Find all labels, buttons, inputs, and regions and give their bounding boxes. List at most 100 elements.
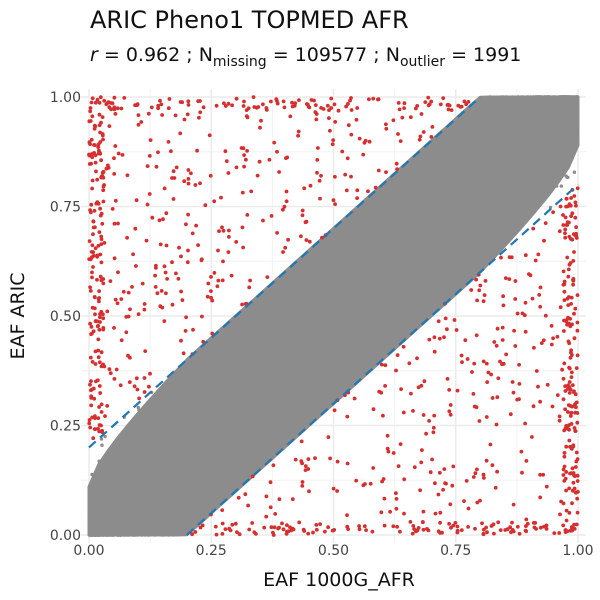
inlier-point [477,198,481,202]
outlier-point [433,511,438,516]
outlier-point [160,113,165,117]
inlier-point [226,414,230,418]
inlier-band [87,95,580,537]
outlier-point [513,344,518,348]
inlier-point [124,453,128,457]
inlier-point [241,407,246,411]
outlier-point [116,221,120,226]
inlier-point [325,363,330,368]
inlier-point [421,278,425,282]
inlier-point [174,398,179,402]
inlier-point [301,296,306,300]
outlier-point [273,512,278,516]
inlier-point [152,456,157,460]
inlier-point [256,396,260,400]
inlier-point [126,530,130,535]
inlier-point [430,167,434,172]
inlier-point [329,293,333,297]
outlier-point [91,265,95,269]
inlier-point [416,242,420,246]
inlier-point [507,226,511,230]
inlier-point [334,234,338,238]
outlier-point [208,173,213,178]
outlier-point [284,156,288,161]
inlier-point [515,223,519,228]
outlier-point [88,285,92,290]
inlier-point [442,207,446,211]
inlier-point [545,129,549,134]
n-missing-symbol: N [198,44,213,66]
outlier-point [522,313,527,318]
inlier-point [249,467,253,471]
inlier-point [489,191,494,195]
inlier-point [323,294,327,299]
inlier-point [317,352,322,356]
inlier-point [228,354,233,358]
inlier-point [243,330,247,334]
outlier-point [93,312,97,317]
inlier-point [386,298,391,302]
inlier-point [300,346,304,350]
outlier-point [101,175,105,180]
outlier-point [281,527,286,532]
inlier-point [511,129,516,133]
outlier-point [220,508,225,512]
outlier-point [214,103,219,108]
inlier-point [506,178,510,182]
inlier-point [361,297,366,301]
inlier-point [565,134,569,138]
inlier-point [466,232,470,237]
inlier-point [409,238,414,243]
outlier-point [565,255,570,260]
inlier-point [510,201,515,205]
inlier-point [404,216,409,220]
outlier-point [391,118,396,123]
inlier-point [422,181,426,185]
outlier-point [142,307,147,312]
inlier-point [258,359,262,364]
inlier-point [213,446,218,450]
inlier-point [465,145,469,149]
outlier-point [220,521,225,526]
inlier-point [396,255,400,259]
outlier-point [477,419,482,423]
inlier-point [497,148,502,152]
inlier-point [517,159,521,163]
inlier-point [410,316,414,321]
inlier-point [117,509,121,513]
outlier-point [313,110,318,114]
inlier-point [460,253,464,257]
outlier-point [230,522,235,527]
inlier-point [371,303,375,308]
inlier-point [191,493,195,498]
inlier-point [143,443,147,447]
outlier-point [545,382,550,387]
outlier-point [345,461,350,466]
inlier-point [443,259,447,264]
inlier-point [438,242,442,247]
outlier-point [551,336,555,341]
inlier-point [510,147,514,151]
outlier-point [189,171,193,176]
inlier-point [389,301,393,305]
inlier-point [299,291,303,296]
inlier-point [338,227,342,232]
outlier-point [570,383,575,387]
outlier-point [538,304,543,309]
inlier-point [286,359,290,363]
outlier-point [98,315,102,320]
outlier-point [170,260,174,265]
inlier-point [353,375,357,380]
outlier-point [481,359,486,364]
inlier-point [509,103,514,108]
inlier-point [308,319,312,323]
inlier-point [194,384,198,388]
inlier-point [215,432,219,436]
outlier-point [542,238,546,243]
inlier-point [191,465,195,470]
outlier-point [164,211,169,216]
inlier-point [292,412,297,417]
inlier-point [176,511,180,516]
outlier-point [96,426,100,431]
outlier-point [453,521,458,525]
